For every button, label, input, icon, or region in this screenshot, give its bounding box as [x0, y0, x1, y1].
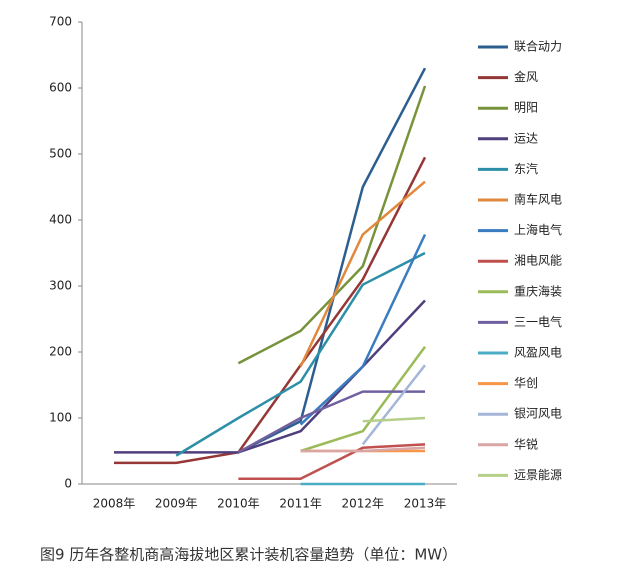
series-line: [175, 251, 426, 457]
series-line: [237, 390, 425, 454]
legend-label: 风盈风电: [514, 346, 562, 360]
y-tick-label: 200: [49, 345, 72, 359]
x-tick-label: 2012年: [342, 497, 385, 511]
y-tick-label: 300: [49, 279, 72, 293]
series-line: [299, 233, 427, 426]
x-tick-label: 2011年: [279, 497, 322, 511]
legend-label: 金风: [514, 69, 538, 84]
legend-label: 明阳: [514, 101, 538, 115]
series-line: [237, 67, 427, 454]
legend-label: 三一电气: [514, 314, 562, 329]
legend-label: 运达: [514, 131, 538, 145]
legend-label: 上海电气: [514, 222, 562, 237]
series-line: [361, 364, 426, 446]
y-tick-label: 500: [49, 147, 72, 161]
series-line: [300, 345, 427, 453]
x-tick-label: 2008年: [93, 497, 136, 511]
y-tick-label: 600: [49, 81, 72, 95]
series-line: [362, 416, 426, 423]
y-tick-label: 0: [64, 477, 72, 491]
x-tick-label: 2013年: [404, 497, 447, 511]
y-tick-label: 700: [49, 15, 72, 29]
legend-label: 华创: [514, 376, 538, 390]
legend-label: 南车风电: [514, 192, 562, 207]
legend-label: 联合动力: [514, 39, 562, 54]
legend-label: 华锐: [514, 437, 538, 451]
y-tick-label: 400: [49, 213, 72, 227]
series-line: [114, 156, 427, 465]
y-tick-label: 100: [49, 411, 72, 425]
series-line: [300, 446, 426, 453]
series-line: [238, 443, 426, 480]
legend-label: 远景能源: [514, 468, 562, 482]
x-tick-label: 2009年: [155, 497, 198, 511]
series-line: [299, 180, 426, 368]
x-tick-label: 2010年: [217, 497, 260, 511]
legend-label: 湘电风能: [514, 253, 562, 268]
legend-label: 银河风电: [514, 407, 562, 421]
legend-label: 重庆海装: [514, 283, 562, 298]
series-line: [114, 299, 426, 454]
chart-title: 图9 历年各整机商高海拔地区累计装机容量趋势（单位：MW）: [40, 546, 457, 564]
legend-label: 东汽: [514, 161, 538, 176]
